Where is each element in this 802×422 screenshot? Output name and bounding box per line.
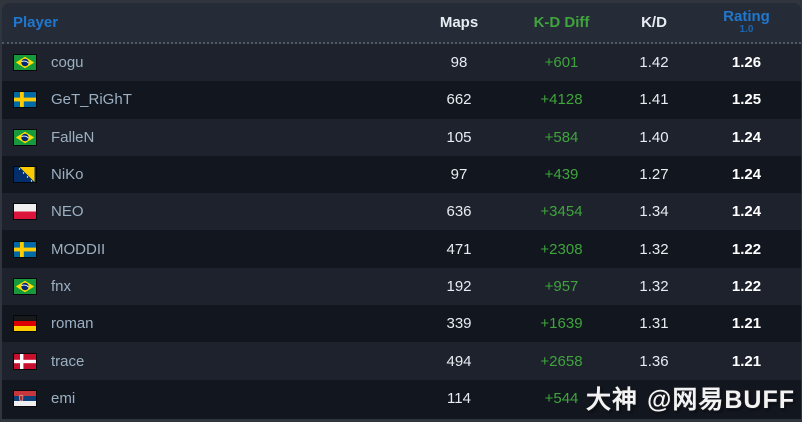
column-header-maps[interactable]: Maps	[439, 14, 479, 31]
player-name[interactable]: trace	[51, 352, 85, 370]
maps-value: 97	[450, 166, 468, 184]
maps-value: 471	[446, 240, 472, 258]
player-row[interactable]: roman 339 +1639 1.31 1.21	[2, 305, 801, 343]
kd-diff-value: +1639	[540, 315, 583, 333]
player-stats-table: Player Maps K-D Diff K/D Rating 1.0 cogu…	[2, 3, 801, 419]
column-header-rating-version: 1.0	[739, 23, 754, 35]
player-name[interactable]: cogu	[51, 54, 84, 72]
player-cell: MODDII	[2, 240, 399, 258]
watermark: 大神 @网易BUFF	[586, 380, 795, 416]
kd-diff-value: +2308	[540, 240, 583, 258]
flag-icon	[13, 203, 37, 221]
table-body: cogu 98 +601 1.42 1.26 GeT_RiGhT 662 +41…	[2, 44, 801, 417]
maps-value: 339	[446, 315, 472, 333]
maps-value: 662	[446, 91, 472, 109]
table-header-row: Player Maps K-D Diff K/D Rating 1.0	[2, 3, 801, 44]
player-name[interactable]: FalleN	[51, 128, 95, 146]
kd-value: 1.42	[639, 54, 669, 72]
kd-diff-value: +2658	[540, 352, 583, 370]
player-cell: trace	[2, 352, 399, 370]
rating-value: 1.24	[731, 166, 762, 184]
column-header-rating[interactable]: Rating 1.0	[704, 7, 789, 36]
player-name[interactable]: NiKo	[51, 166, 84, 184]
kd-diff-value: +584	[544, 128, 579, 146]
watermark-handle: @网易BUFF	[646, 386, 795, 414]
maps-value: 494	[446, 352, 472, 370]
watermark-logo: 大神	[585, 386, 638, 414]
kd-value: 1.41	[639, 91, 669, 109]
player-row[interactable]: emi 114 +544	[2, 379, 801, 417]
kd-diff-value: +957	[544, 277, 579, 295]
flag-icon	[13, 91, 37, 109]
player-cell: FalleN	[2, 128, 399, 146]
flag-icon	[13, 240, 37, 258]
maps-value: 192	[446, 277, 472, 295]
rating-value: 1.22	[731, 277, 762, 295]
rating-value: 1.25	[731, 91, 762, 109]
player-row[interactable]: fnx 192 +957 1.32 1.22	[2, 267, 801, 306]
rating-value: 1.26	[731, 54, 762, 72]
kd-value: 1.36	[639, 352, 669, 370]
player-name[interactable]: emi	[51, 389, 76, 407]
maps-value: 636	[446, 203, 472, 221]
player-cell: cogu	[2, 54, 399, 72]
flag-icon	[13, 315, 37, 333]
kd-value: 1.27	[639, 166, 669, 184]
rating-value: 1.22	[731, 240, 762, 258]
kd-diff-value: +601	[544, 54, 579, 72]
player-row[interactable]: MODDII 471 +2308 1.32 1.22	[2, 230, 801, 268]
player-row[interactable]: NiKo 97 +439 1.27 1.24	[2, 155, 801, 194]
column-header-player-label: Player	[13, 14, 59, 31]
player-name[interactable]: fnx	[51, 277, 72, 295]
maps-value: 114	[447, 389, 471, 407]
player-name[interactable]: GeT_RiGhT	[51, 91, 132, 109]
column-header-kd-diff[interactable]: K-D Diff	[533, 14, 590, 31]
player-row[interactable]: NEO 636 +3454 1.34 1.24	[2, 193, 801, 231]
maps-value: 105	[446, 128, 472, 146]
rating-value: 1.21	[731, 352, 762, 370]
player-cell: GeT_RiGhT	[2, 91, 399, 109]
player-cell: NiKo	[2, 166, 399, 184]
column-header-rating-label: Rating	[723, 7, 770, 25]
kd-value: 1.32	[639, 240, 669, 258]
rating-value: 1.24	[731, 128, 762, 146]
kd-value: 1.34	[639, 203, 669, 221]
flag-icon	[13, 277, 37, 295]
kd-value: 1.40	[639, 128, 669, 146]
player-cell: fnx	[2, 277, 399, 295]
kd-diff-value: +4128	[540, 91, 583, 109]
player-cell: roman	[2, 315, 399, 333]
player-name[interactable]: MODDII	[51, 240, 106, 258]
flag-icon	[13, 54, 37, 72]
player-row[interactable]: GeT_RiGhT 662 +4128 1.41 1.25	[2, 81, 801, 119]
player-name[interactable]: roman	[51, 315, 94, 333]
player-row[interactable]: cogu 98 +601 1.42 1.26	[2, 44, 801, 82]
player-cell: NEO	[2, 203, 399, 221]
flag-icon	[13, 352, 37, 370]
player-cell: emi	[2, 389, 399, 407]
player-row[interactable]: trace 494 +2658 1.36 1.21	[2, 342, 801, 380]
player-name[interactable]: NEO	[51, 203, 84, 221]
player-row[interactable]: FalleN 105 +584 1.40 1.24	[2, 118, 801, 156]
kd-value: 1.31	[639, 315, 669, 333]
column-header-player[interactable]: Player	[2, 14, 399, 31]
rating-value: 1.24	[731, 203, 762, 221]
kd-value: 1.32	[639, 277, 669, 295]
flag-icon	[13, 128, 37, 146]
flag-icon	[13, 166, 37, 184]
rating-value: 1.21	[731, 315, 762, 333]
kd-diff-value: +439	[544, 166, 579, 184]
column-header-kd[interactable]: K/D	[641, 14, 667, 31]
maps-value: 98	[450, 54, 468, 72]
kd-diff-value: +3454	[540, 203, 583, 221]
flag-icon	[13, 389, 37, 407]
kd-diff-value: +544	[544, 389, 579, 407]
